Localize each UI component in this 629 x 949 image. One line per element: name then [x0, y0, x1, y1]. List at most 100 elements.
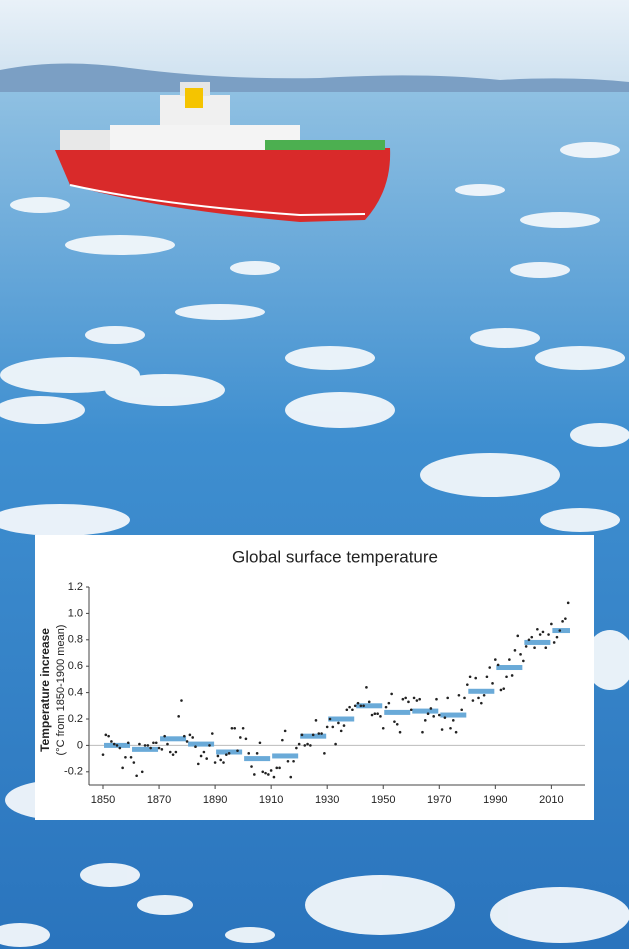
point: [353, 704, 357, 708]
point: [188, 733, 192, 737]
point: [239, 736, 242, 739]
point: [468, 675, 472, 679]
chart-panel: [35, 535, 594, 820]
point: [449, 726, 452, 730]
point: [348, 705, 351, 709]
point: [393, 720, 396, 723]
point: [250, 765, 253, 768]
x-tick-label: 1970: [427, 794, 451, 806]
point: [435, 697, 438, 701]
point: [516, 634, 520, 638]
point: [281, 738, 284, 742]
point: [168, 750, 172, 754]
point: [421, 730, 424, 734]
x-tick-label: 1950: [371, 794, 395, 806]
point: [398, 730, 402, 734]
decade-mean: [552, 628, 570, 634]
point: [485, 675, 489, 679]
point: [146, 744, 150, 747]
point: [367, 700, 371, 704]
point: [306, 742, 309, 746]
point: [471, 699, 475, 702]
point: [381, 726, 385, 730]
point: [412, 696, 416, 700]
point: [154, 741, 158, 745]
point: [283, 729, 287, 733]
x-tick-label: 1910: [259, 794, 283, 806]
point: [261, 770, 265, 774]
point: [149, 746, 152, 750]
point: [365, 686, 368, 689]
point: [297, 742, 301, 746]
decade-mean: [132, 746, 159, 752]
point: [544, 646, 548, 650]
point: [163, 734, 166, 738]
point: [311, 733, 315, 737]
decade-mean: [328, 716, 355, 722]
point: [110, 740, 113, 743]
point: [233, 726, 237, 730]
point: [494, 658, 497, 661]
point: [101, 753, 105, 756]
y-tick-label: -0.2: [64, 766, 83, 778]
y-axis-label: Temperature increase: [38, 628, 52, 752]
point: [124, 755, 127, 759]
point: [395, 722, 399, 726]
point: [339, 729, 343, 733]
point: [219, 758, 223, 762]
point: [222, 761, 225, 764]
point: [536, 627, 539, 631]
y-tick-label: 0.4: [68, 687, 83, 699]
ship: [55, 82, 391, 222]
point: [171, 753, 175, 756]
point: [547, 633, 550, 636]
point: [115, 744, 119, 747]
point: [426, 712, 430, 716]
point: [275, 766, 279, 770]
point: [384, 705, 388, 709]
point: [227, 752, 231, 755]
point: [564, 617, 567, 620]
point: [508, 658, 511, 661]
point: [466, 683, 469, 686]
point: [527, 638, 531, 642]
point: [401, 697, 405, 701]
point: [558, 629, 562, 632]
point: [423, 719, 427, 722]
point: [225, 753, 228, 756]
point: [185, 740, 189, 743]
point: [194, 745, 197, 749]
point: [247, 752, 251, 755]
point: [295, 746, 298, 750]
point: [230, 726, 234, 730]
point: [182, 734, 186, 738]
point: [205, 757, 208, 760]
point: [550, 622, 553, 626]
point: [258, 741, 262, 745]
point: [477, 696, 480, 700]
point: [132, 761, 136, 764]
x-tick-label: 2010: [539, 794, 563, 806]
point: [356, 701, 360, 705]
point: [104, 733, 108, 737]
point: [177, 715, 180, 718]
point: [522, 659, 525, 663]
point: [480, 701, 483, 705]
point: [157, 746, 161, 750]
point: [166, 742, 169, 746]
decade-mean: [216, 749, 243, 755]
point: [432, 715, 435, 718]
point: [561, 620, 564, 623]
point: [216, 754, 220, 758]
decade-mean: [496, 665, 523, 671]
point: [491, 682, 494, 685]
point: [328, 717, 332, 721]
point: [373, 712, 377, 716]
point: [314, 719, 318, 722]
point: [210, 732, 214, 735]
point: [199, 754, 203, 758]
point: [143, 744, 147, 747]
point: [112, 742, 116, 746]
point: [496, 663, 500, 667]
